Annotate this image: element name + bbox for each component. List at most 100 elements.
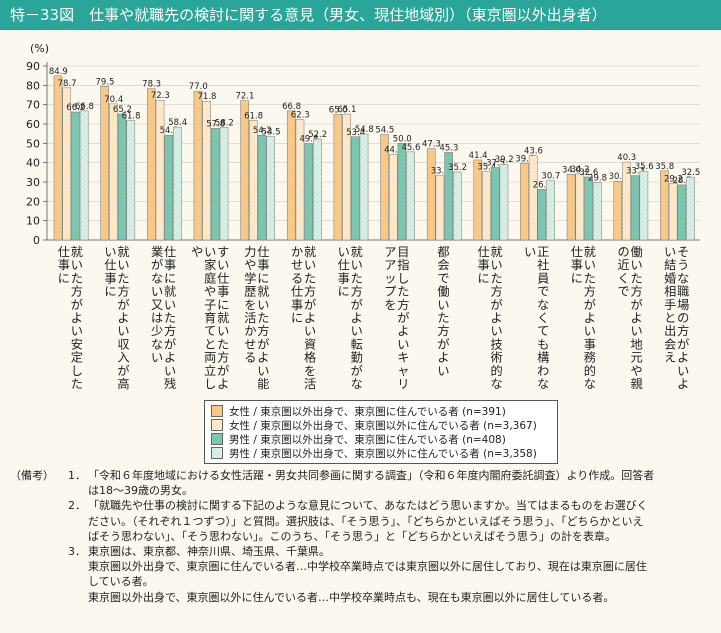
x-category-label-char: に [571, 271, 583, 285]
x-category-label-char: を [304, 364, 316, 378]
x-category-label-char: 仕 [338, 258, 350, 272]
bar [546, 180, 555, 241]
x-category-label-char: や [630, 364, 642, 378]
data-label: 79.5 [96, 77, 115, 87]
x-category-label-char: た [397, 285, 409, 299]
bar [164, 134, 174, 241]
x-category-label-char: た [630, 271, 642, 285]
bar [426, 148, 436, 241]
x-category-label-char: 事 [104, 271, 116, 285]
bar [592, 182, 602, 241]
y-tick-label: 10 [26, 215, 40, 228]
bar [342, 113, 351, 241]
bar [71, 111, 80, 241]
x-category-label-char: よ [437, 351, 449, 365]
x-category-label-char: な [677, 271, 689, 285]
x-category-label-char: る [291, 271, 303, 285]
x-category-label-char: よ [677, 377, 689, 391]
bar [630, 175, 640, 241]
x-category-label-char: 地 [630, 337, 642, 351]
x-category-label-char: に [291, 311, 303, 325]
y-tick-label: 90 [26, 60, 40, 73]
data-label: 37.5 [486, 159, 505, 169]
x-category-label-char: せ [291, 258, 303, 272]
data-label: 28.5 [673, 176, 692, 186]
note-item: 3． 東京圏は、東京都、神奈川県、埼玉県、千葉県。 東京圏以外出身で、東京圏に住… [10, 544, 715, 605]
x-category-label-char: 方 [71, 284, 83, 299]
bar [528, 155, 538, 241]
x-category-label-char: 業 [151, 245, 163, 259]
x-category-label-char: リ [397, 377, 409, 391]
chart-title: 特－33図 仕事や就職先の検討に関する意見（男女、現住地域別）（東京圏以外出身者… [10, 6, 607, 24]
x-category-label-char: い [151, 351, 163, 365]
x-category-label-char: 活 [244, 311, 256, 325]
x-category-label-char: た [437, 311, 449, 325]
data-label: 33.3 [431, 167, 450, 177]
x-category-label-char: 学 [244, 270, 256, 285]
x-category-label-char: を [384, 298, 396, 312]
x-category-label-char: や [244, 258, 256, 272]
y-tick-label: 60 [26, 118, 40, 131]
x-category-label-char: 社 [537, 257, 549, 272]
y-tick-label: 0 [33, 234, 40, 247]
legend-item: 男性 / 東京圏以外出身で、東京圏に住んでいる者 (n=408) [211, 432, 551, 446]
x-category-label-char: し [71, 364, 83, 378]
x-category-label-char: 就 [217, 310, 229, 325]
x-category-label-char: 事 [571, 258, 583, 272]
data-label: 44.2 [384, 146, 403, 156]
x-category-label-char: 定 [71, 350, 83, 365]
data-label: 84.9 [49, 67, 68, 77]
x-category-label-char: に [164, 271, 176, 285]
x-category-label-char: な [151, 337, 163, 351]
x-category-label-char: 方 [630, 284, 642, 299]
x-category-label-char: プ [384, 285, 396, 299]
x-category-label-char: 元 [630, 351, 642, 365]
data-label: 43.6 [524, 147, 543, 157]
data-label: 65.1 [337, 105, 356, 115]
x-category-label-char: い [217, 324, 229, 338]
legend-swatch [211, 405, 223, 417]
bar [240, 100, 249, 241]
x-category-label-char: い [524, 245, 536, 259]
x-category-label-char: 就 [117, 244, 129, 259]
bar [473, 159, 483, 241]
x-category-label-char: 働 [437, 285, 449, 299]
x-category-label-char: い [491, 258, 503, 272]
x-category-label-char: が [164, 336, 176, 351]
x-category-label-char: 技 [491, 337, 503, 351]
bar [499, 163, 509, 241]
data-label: 54.8 [355, 125, 374, 135]
data-label: 54.2 [253, 126, 272, 136]
bar [668, 183, 678, 241]
note-number: 2． [68, 499, 86, 513]
x-category-label-char: 働 [630, 245, 642, 259]
bar [155, 99, 165, 241]
x-category-label-char: が [630, 297, 642, 312]
x-category-label-char: 的 [491, 363, 503, 378]
data-label: 45.3 [439, 143, 458, 153]
x-category-label-char: い [257, 298, 269, 312]
data-label: 66.8 [75, 102, 94, 112]
x-category-label-char: 方 [584, 284, 596, 299]
x-category-label-char: 方 [351, 284, 363, 299]
x-category-label-char: 相 [664, 285, 676, 299]
bar [359, 133, 369, 241]
x-category-label-char: な [537, 377, 549, 391]
bar [537, 189, 547, 241]
bar [397, 143, 407, 241]
data-label: 39.2 [495, 155, 514, 165]
x-category-label-char: い [117, 258, 129, 272]
x-category-label-char: や [204, 285, 216, 299]
y-tick-label: 70 [26, 99, 40, 112]
note-number: 3． [68, 545, 86, 559]
data-label: 66.2 [66, 103, 85, 113]
x-category-label-char: 立 [204, 363, 216, 378]
data-label: 78.3 [142, 80, 161, 90]
x-category-label-char: 方 [117, 284, 129, 299]
x-category-label-char: 的 [584, 363, 596, 378]
x-category-label-char: い [304, 324, 316, 338]
data-label: 41.4 [469, 151, 488, 161]
x-category-label-char: 能 [257, 377, 269, 391]
